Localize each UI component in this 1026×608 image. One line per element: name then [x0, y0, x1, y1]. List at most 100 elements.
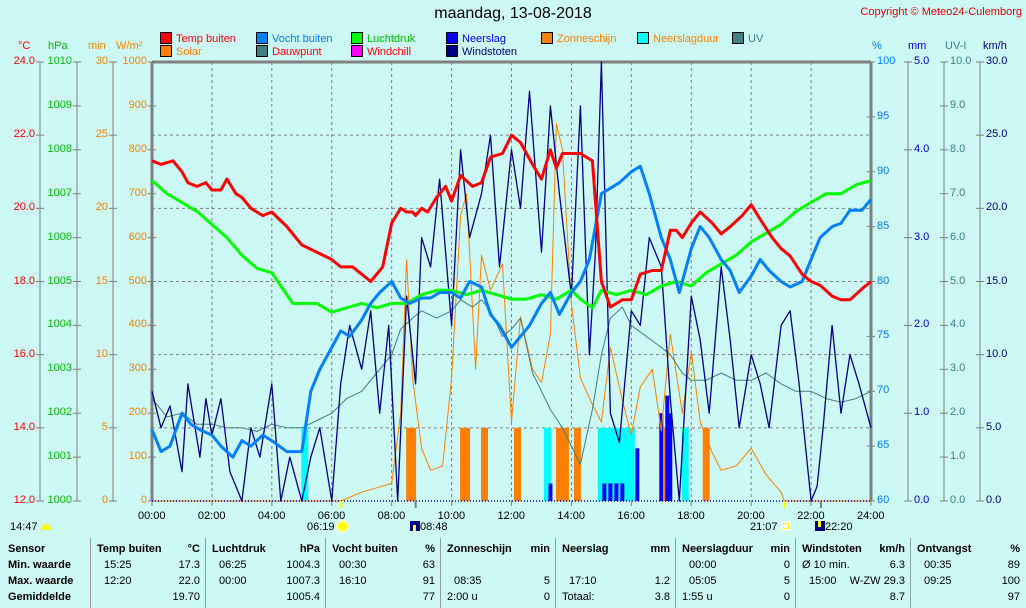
table-cell-value: 0: [543, 591, 550, 603]
legend-swatch: [160, 32, 172, 44]
table-header: Ontvangst: [917, 543, 972, 555]
axis-tick-label: 1009: [47, 98, 72, 111]
axis-tick-label: 9.0: [950, 98, 966, 111]
axis-tick-label: 1.0: [914, 406, 930, 419]
legend-swatch: [637, 32, 649, 44]
table-column-divider: [90, 538, 91, 608]
table-cell-value: 0: [783, 591, 790, 603]
moonrise-marker: 08:48: [410, 521, 448, 533]
table-column-divider: [675, 538, 676, 608]
axis-tick-label: 900: [128, 98, 147, 111]
table-header-unit: °C: [187, 543, 200, 555]
table-header: Sensor: [8, 543, 46, 555]
bar-neerslagduur: [301, 427, 309, 501]
sunset-time: 21:07: [750, 521, 778, 533]
table-header: Luchtdruk: [212, 543, 266, 555]
bar-zonneschijn: [481, 427, 489, 501]
table-cell-time: 15:25: [104, 559, 132, 571]
x-tick-label: 04:00: [257, 510, 286, 522]
sunrise-time: 06:19: [307, 521, 335, 533]
series-line-solar: [152, 123, 871, 502]
axis-tick-label: 12.0: [13, 494, 35, 506]
table-cell-value: 89: [1007, 559, 1020, 571]
axis-tick-label: 5: [101, 420, 108, 433]
axis-tick-label: 5.0: [914, 55, 930, 67]
axis-tick-label: 80: [877, 274, 890, 287]
legend-swatch: [732, 32, 744, 44]
axis-tick-label: 1007: [47, 186, 72, 199]
x-tick-label: 08:00: [377, 510, 406, 522]
axis-tick-label: 30: [95, 55, 108, 67]
x-tick-label: 22:00: [797, 510, 825, 522]
table-cell-value: 63: [422, 559, 435, 571]
legend-item-dauwpunt: Dauwpunt: [256, 45, 322, 58]
axis-tick-label: 65: [877, 439, 890, 452]
legend-item-neerslagduur: Neerslagduur: [637, 32, 719, 45]
table-header-unit: min: [530, 543, 550, 555]
axis-tick-label: 10.0: [950, 55, 972, 67]
legend-item-luchtdruk: Luchtdruk: [351, 32, 415, 45]
axis-tick-label: 25.0: [986, 128, 1008, 141]
table-cell-value: 17.3: [178, 559, 200, 571]
table-cell-time: 06:25: [219, 559, 247, 571]
x-tick-label: 02:00: [197, 510, 226, 522]
axis-tick-label: 22.0: [13, 128, 35, 141]
table-header-unit: mm: [650, 543, 670, 555]
axis-unit-left: hPa: [48, 40, 68, 52]
axis-tick-label: 5.0: [986, 420, 1002, 433]
legend-label: Vocht buiten: [272, 33, 333, 45]
legend-label: UV: [748, 33, 764, 45]
table-cell-time: 12:20: [104, 575, 132, 587]
bar-zonneschijn: [463, 427, 471, 501]
axis-tick-label: 0.0: [950, 494, 966, 506]
axis-unit-left: min: [88, 40, 106, 52]
axis-tick-label: 100: [877, 55, 896, 67]
table-cell-time: 00:35: [924, 559, 952, 571]
axis-tick-label: 15.0: [986, 274, 1008, 287]
axis-tick-label: 0: [140, 494, 147, 506]
table-cell-value: 100: [1001, 575, 1020, 587]
axis-tick-label: 500: [128, 274, 147, 287]
legend-swatch: [446, 45, 458, 57]
legend-label: Zonneschijn: [557, 33, 617, 45]
axis-unit-right: mm: [908, 40, 927, 52]
moonset-marker: 22:20: [815, 521, 853, 533]
axis-tick-label: 1004: [47, 318, 72, 331]
bar-neerslagduur: [597, 427, 605, 501]
axis-unit-right: km/h: [983, 40, 1007, 52]
legend-label: Neerslagduur: [653, 33, 720, 45]
axis-tick-label: 1005: [47, 274, 72, 287]
legend-swatch: [256, 45, 268, 57]
series-line-vocht-buiten: [150, 164, 873, 459]
table-cell-time: 09:25: [924, 575, 952, 587]
legend: Temp buiten Solar Vocht buiten Dauwpunt Luch…: [0, 0, 1026, 60]
table-header: Neerslag: [562, 543, 609, 555]
axis-tick-label: 200: [128, 406, 147, 419]
x-tick-label: 16:00: [617, 510, 645, 522]
table-cell-value: W-ZW 29.3: [849, 575, 905, 587]
bar-neerslagduur: [621, 427, 629, 501]
table-cell-time: 00:30: [339, 559, 367, 571]
series-line-dauwpunt: [151, 299, 872, 465]
sunrise-marker: 06:19: [307, 521, 347, 533]
bar-neerslagduur: [681, 427, 689, 501]
axis-tick-label: 2.0: [950, 406, 966, 419]
table-cell-value: 0: [783, 559, 790, 571]
axis-unit-left: °C: [18, 40, 31, 52]
axis-tick-label: 1000: [122, 55, 147, 67]
axis-tick-label: 0: [101, 494, 108, 506]
table-cell-value: 1005.4: [286, 591, 320, 603]
axis-tick-label: 1003: [47, 362, 72, 375]
table-cell-value: 5: [543, 575, 550, 587]
legend-label: Windchill: [367, 46, 412, 58]
table-column-divider: [910, 538, 911, 608]
axis-tick-label: 10.0: [986, 347, 1008, 360]
moonset-time: 22:20: [825, 521, 853, 533]
legend-item-windchill: Windchill: [351, 45, 411, 58]
axis-tick-label: 1.0: [950, 450, 966, 463]
axis-tick-label: 10: [95, 347, 108, 360]
axis-tick-label: 60: [877, 494, 890, 506]
legend-label: Luchtdruk: [367, 33, 416, 45]
axis-tick-label: 20.0: [986, 201, 1008, 214]
